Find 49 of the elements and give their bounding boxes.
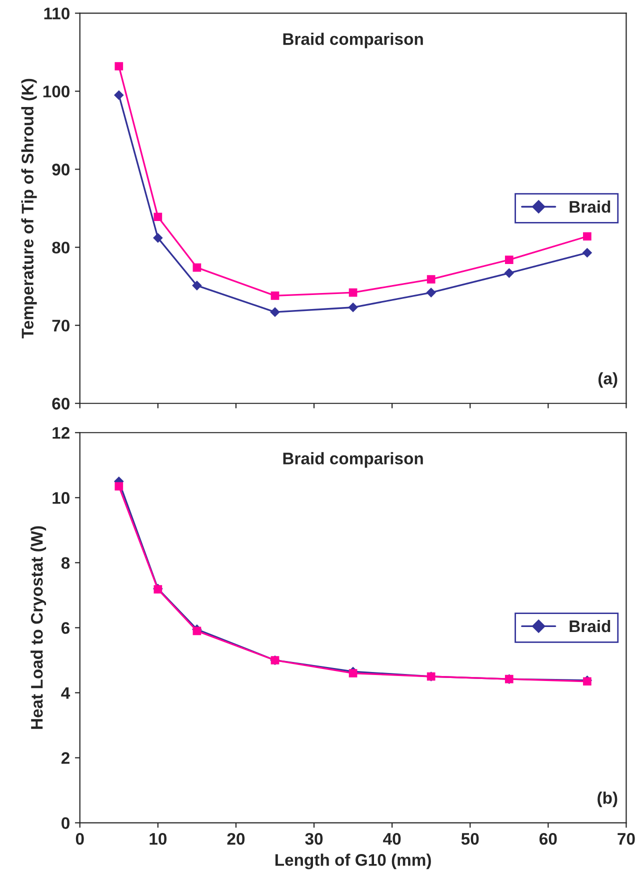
x-tick-label: 30 <box>305 832 323 845</box>
point <box>583 232 592 241</box>
point <box>504 268 514 278</box>
point <box>504 256 514 264</box>
legend-label: Braid <box>570 620 610 632</box>
y-tick-label: 80 <box>52 242 70 254</box>
point <box>192 280 202 290</box>
y-tick-label: 90 <box>52 164 70 176</box>
point <box>348 288 358 297</box>
y-tick-label: 6 <box>61 622 70 634</box>
y-tick-label: 8 <box>61 557 70 569</box>
x-tick-label: 50 <box>461 832 479 845</box>
x-tick-label: 20 <box>227 832 245 845</box>
text: Braid comparison <box>283 32 423 48</box>
point <box>192 626 202 636</box>
legend-label: Braid <box>570 200 610 213</box>
y-tick-label: 0 <box>62 817 70 830</box>
y-axis-title: Heat Load to Cryostat (W) <box>30 526 46 729</box>
y-tick-label: 10 <box>52 492 70 504</box>
point <box>426 288 436 298</box>
x-axis-title: Length of G10 (mm) <box>275 854 431 870</box>
point <box>192 263 202 272</box>
point <box>114 482 124 490</box>
y-tick-label: 110 <box>44 8 70 20</box>
y-tick-label: 4 <box>61 687 70 699</box>
y-tick-label: 100 <box>43 86 70 98</box>
y-tick-label: 70 <box>52 320 70 332</box>
point <box>582 248 592 258</box>
x-tick-label: 70 <box>618 832 635 845</box>
point <box>348 302 358 312</box>
x-tick-label: 10 <box>150 832 167 845</box>
x-tick-label: 40 <box>383 832 401 845</box>
x-tick-label: 0 <box>76 832 84 845</box>
point <box>270 292 280 300</box>
annotation: (b) <box>598 792 618 808</box>
x-tick-label: 60 <box>540 832 557 845</box>
point <box>426 275 436 284</box>
y-tick-label: 60 <box>52 398 70 410</box>
point <box>348 669 358 678</box>
y-tick-label: 12 <box>52 427 70 439</box>
point <box>114 62 124 70</box>
text: Braid comparison <box>283 452 423 468</box>
point <box>154 212 162 222</box>
point <box>153 233 163 243</box>
y-axis-title: Temperature of Tip of Shroud (K) <box>21 78 37 338</box>
point <box>270 307 280 317</box>
y-tick-label: 2 <box>61 752 70 764</box>
annotation: (a) <box>598 372 618 388</box>
point <box>114 90 124 100</box>
